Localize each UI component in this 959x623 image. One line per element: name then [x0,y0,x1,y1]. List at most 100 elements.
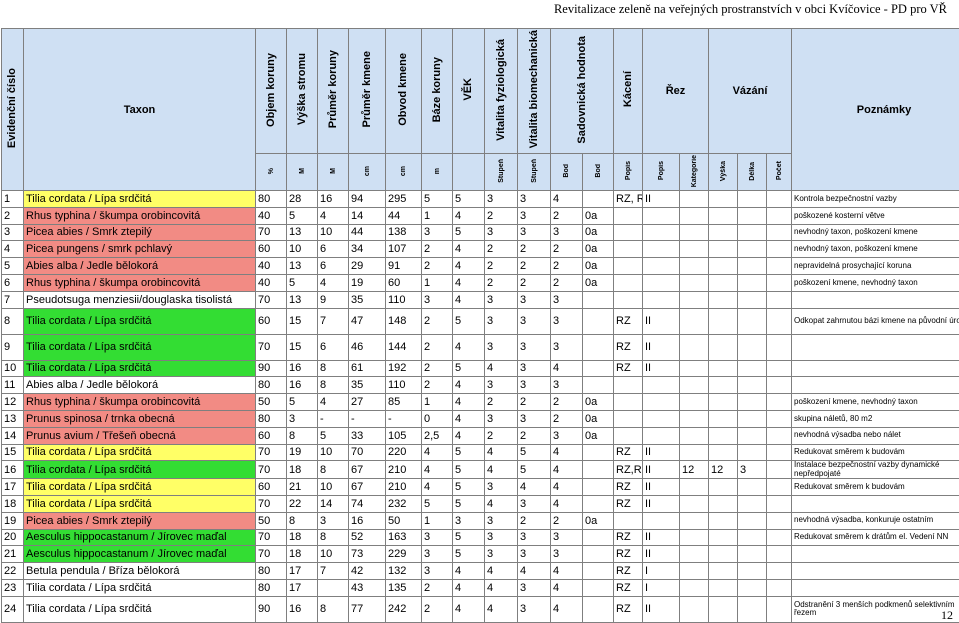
note-cell [791,494,959,513]
value-cell: RZ [613,478,643,496]
note-cell: nevhodný taxon, poškození kmene [791,240,959,259]
value-cell: 4 [484,562,518,580]
value-cell [737,376,767,395]
value-cell: II [642,307,680,335]
value-cell: 60 [385,273,422,292]
value-cell: 192 [385,359,422,378]
value-cell [642,290,680,309]
value-cell: 3 [517,376,551,395]
value-cell: 4 [484,359,518,378]
value-cell: 7 [317,562,349,580]
value-cell [679,206,709,225]
value-cell: 0a [582,273,614,292]
value-cell: 44 [348,223,386,242]
value-cell: 3 [421,528,453,547]
value-cell: 5 [286,273,318,292]
value-cell: 4 [550,562,583,580]
value-cell: 4 [421,460,453,480]
value-cell: RZ [613,443,643,462]
value-cell [766,528,792,547]
value-cell: 5 [286,393,318,411]
value-cell [679,443,709,462]
note-cell: poškození kmene, nevhodný taxon [791,273,959,292]
value-cell: 3 [452,511,485,530]
value-cell [766,333,792,361]
value-cell: 2 [550,393,583,411]
value-cell: 3 [517,578,551,597]
unit-rez-kat: Kategorie [679,153,709,191]
value-cell: 2 [484,206,518,225]
table-row: 1 Tilia cordata / Lípa srdčitá 80 28 16 94 295… [1,190,959,208]
value-cell: 17 [286,578,318,597]
value-cell: 80 [255,376,287,395]
value-cell: 8 [317,595,349,623]
value-cell [582,460,614,480]
value-cell: 4 [550,460,583,480]
value-cell: 229 [385,545,422,564]
tree-number: 16 [1,460,24,480]
value-cell [613,393,643,411]
value-cell [642,376,680,395]
taxon-cell: Prunus spinosa / trnka obecná [23,409,256,428]
value-cell: 2 [484,240,518,259]
value-cell: 4 [452,273,485,292]
col-vyska: Výška stromu [286,28,318,154]
value-cell: I [642,562,680,580]
value-cell [613,376,643,395]
value-cell: 3 [550,376,583,395]
value-cell [708,393,738,411]
taxon-cell: Abies alba / Jedle bělokorá [23,376,256,395]
value-cell [708,578,738,597]
value-cell: 33 [348,426,386,445]
value-cell: II [642,460,680,480]
tree-number: 14 [1,426,24,445]
value-cell: 2 [421,595,453,623]
value-cell: RZ [613,562,643,580]
table-row: 6 Rhus typhina / škumpa orobincovitá 40 5 4 1… [1,273,959,292]
unit-vaz-vyska: Výška [708,153,738,191]
value-cell: 5 [452,190,485,208]
value-cell [582,190,614,208]
value-cell: 4 [517,478,551,496]
value-cell: - [385,409,422,428]
table-row: 12 Rhus typhina / škumpa orobincovitá 50 5 4… [1,393,959,411]
value-cell [642,393,680,411]
value-cell: 70 [255,528,287,547]
value-cell: 2 [517,240,551,259]
taxon-cell: Tilia cordata / Lípa srdčitá [23,578,256,597]
value-cell: 16 [286,359,318,378]
note-cell: Redukovat směrem k budovám [791,443,959,462]
value-cell: RZ [613,494,643,513]
value-cell: 10 [317,545,349,564]
value-cell: 1 [421,273,453,292]
table-row: 4 Picea pungens / smrk pchlavý 60 10 6 34 107 2… [1,240,959,259]
unit-objem: % [255,153,287,191]
value-cell: 242 [385,595,422,623]
table-row: 7 Pseudotsuga menziesii/douglaska tisolis… [1,290,959,309]
value-cell: 138 [385,223,422,242]
tree-number: 24 [1,595,24,623]
value-cell: 0a [582,511,614,530]
taxon-cell: Abies alba / Jedle bělokorá [23,257,256,275]
taxon-cell: Picea abies / Smrk ztepilý [23,511,256,530]
value-cell [679,528,709,547]
value-cell: 1 [421,511,453,530]
value-cell: 90 [255,595,287,623]
value-cell [766,257,792,275]
value-cell [679,409,709,428]
tree-number: 9 [1,333,24,361]
value-cell: 144 [385,333,422,361]
value-cell: 14 [348,206,386,225]
value-cell [613,273,643,292]
value-cell: 3 [421,545,453,564]
value-cell: 135 [385,578,422,597]
value-cell [737,290,767,309]
value-cell: 220 [385,443,422,462]
value-cell: 35 [348,290,386,309]
value-cell [737,578,767,597]
value-cell: 2 [421,257,453,275]
value-cell: 0a [582,393,614,411]
value-cell: 40 [255,273,287,292]
value-cell [679,307,709,335]
value-cell: 0a [582,206,614,225]
